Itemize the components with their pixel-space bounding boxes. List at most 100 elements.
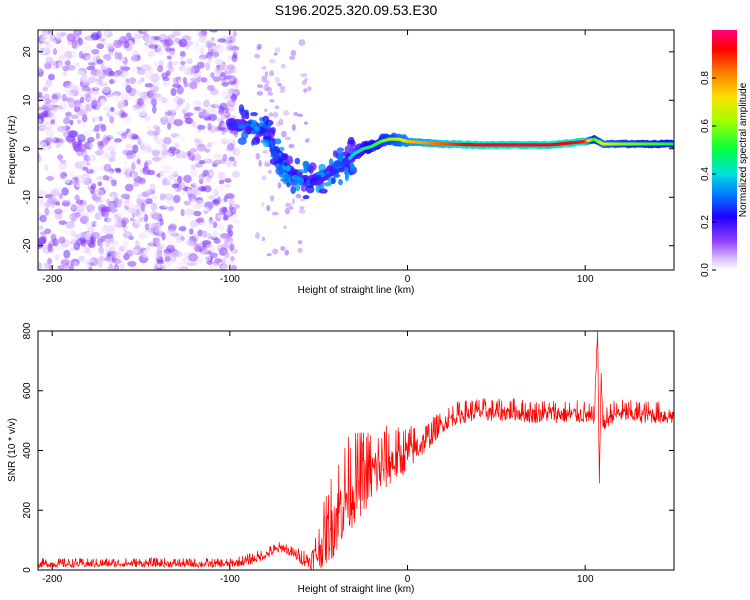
noise-speckle: [90, 32, 101, 41]
noise-speckle: [74, 194, 80, 201]
noise-speckle: [91, 48, 100, 55]
noise-speckle: [137, 193, 142, 203]
noise-speckle: [83, 263, 91, 270]
noise-speckle: [38, 112, 47, 118]
noise-speckle: [225, 260, 235, 266]
noise-speckle: [191, 178, 196, 186]
noise-speckle: [153, 132, 158, 142]
noise-speckle: [124, 183, 134, 192]
noise-speckle: [268, 58, 276, 64]
noise-speckle: [159, 193, 165, 201]
noise-speckle: [127, 112, 133, 122]
noise-speckle: [123, 40, 130, 49]
noise-speckle: [213, 238, 221, 244]
signal-blob: [238, 104, 245, 112]
noise-speckle: [59, 56, 69, 62]
noise-speckle: [172, 83, 181, 88]
noise-speckle: [70, 169, 75, 177]
noise-speckle: [99, 241, 104, 248]
noise-speckle: [49, 210, 55, 216]
noise-speckle: [101, 156, 107, 161]
noise-speckle: [218, 258, 223, 263]
noise-speckle: [173, 178, 178, 185]
noise-speckle: [146, 130, 156, 136]
noise-speckle: [269, 195, 275, 202]
colorbar-label: Normalized spectral amplitude: [738, 82, 749, 217]
noise-speckle: [202, 99, 210, 108]
noise-speckle: [180, 236, 185, 241]
noise-speckle: [277, 82, 282, 87]
noise-speckle: [157, 64, 164, 73]
noise-speckle: [66, 91, 75, 99]
noise-speckle: [38, 43, 43, 49]
noise-speckle: [204, 148, 211, 153]
noise-speckle: [203, 206, 210, 212]
noise-speckle: [44, 137, 54, 144]
noise-speckle: [254, 232, 260, 240]
noise-speckle: [267, 92, 273, 96]
noise-speckle: [218, 179, 225, 185]
noise-speckle: [195, 218, 204, 223]
noise-speckle: [120, 209, 127, 215]
signal-blob: [337, 151, 345, 161]
signal-blob: [308, 162, 317, 172]
noise-speckle: [226, 159, 232, 168]
noise-speckle: [170, 254, 177, 263]
noise-speckle: [52, 88, 61, 94]
noise-speckle: [189, 148, 198, 153]
noise-speckle: [114, 51, 120, 60]
noise-speckle: [163, 115, 169, 120]
noise-speckle: [198, 173, 205, 182]
colorbar-gradient: [712, 30, 737, 270]
noise-speckle: [220, 264, 229, 270]
noise-speckle: [165, 188, 173, 198]
noise-speckle: [183, 231, 189, 239]
noise-speckle: [192, 100, 202, 105]
signal-blob: [279, 146, 285, 152]
noise-speckle: [264, 108, 268, 113]
noise-speckle: [46, 175, 55, 181]
noise-speckle: [45, 127, 54, 137]
noise-speckle: [168, 231, 177, 237]
signal-blob: [306, 179, 311, 187]
noise-speckle: [126, 154, 132, 161]
noise-speckle: [70, 203, 76, 211]
noise-speckle: [219, 102, 228, 111]
noise-speckle: [108, 51, 114, 56]
noise-speckle: [187, 58, 193, 65]
noise-speckle: [169, 223, 178, 230]
noise-speckle: [146, 169, 156, 176]
noise-speckle: [203, 255, 212, 262]
noise-speckle: [226, 193, 236, 200]
noise-speckle: [217, 109, 225, 115]
noise-speckle: [185, 163, 192, 168]
signal-blob: [343, 166, 349, 176]
noise-speckle: [136, 158, 141, 165]
x-tick-label: 0: [405, 574, 411, 585]
noise-speckle: [274, 105, 280, 109]
noise-speckle: [297, 247, 303, 253]
noise-speckle: [121, 71, 129, 77]
signal-blob: [344, 145, 352, 153]
x-tick-label: 0: [405, 274, 411, 285]
noise-speckle: [115, 127, 125, 134]
noise-speckle: [150, 97, 155, 105]
noise-speckle: [175, 265, 181, 270]
noise-speckle: [197, 124, 206, 130]
noise-speckle: [131, 153, 138, 162]
noise-speckle: [201, 43, 206, 48]
noise-speckle: [78, 255, 85, 262]
noise-speckle: [58, 192, 63, 200]
noise-speckle: [73, 176, 79, 186]
noise-speckle: [139, 111, 148, 116]
noise-speckle: [300, 73, 308, 78]
noise-speckle: [57, 264, 66, 270]
y-tick-label: 400: [22, 442, 33, 459]
snr-series-line: [38, 331, 674, 570]
noise-speckle: [226, 143, 235, 151]
noise-speckle: [211, 262, 218, 270]
noise-speckle: [181, 256, 191, 265]
noise-speckle: [81, 173, 91, 182]
noise-speckle: [291, 124, 296, 132]
noise-speckle: [102, 174, 110, 181]
